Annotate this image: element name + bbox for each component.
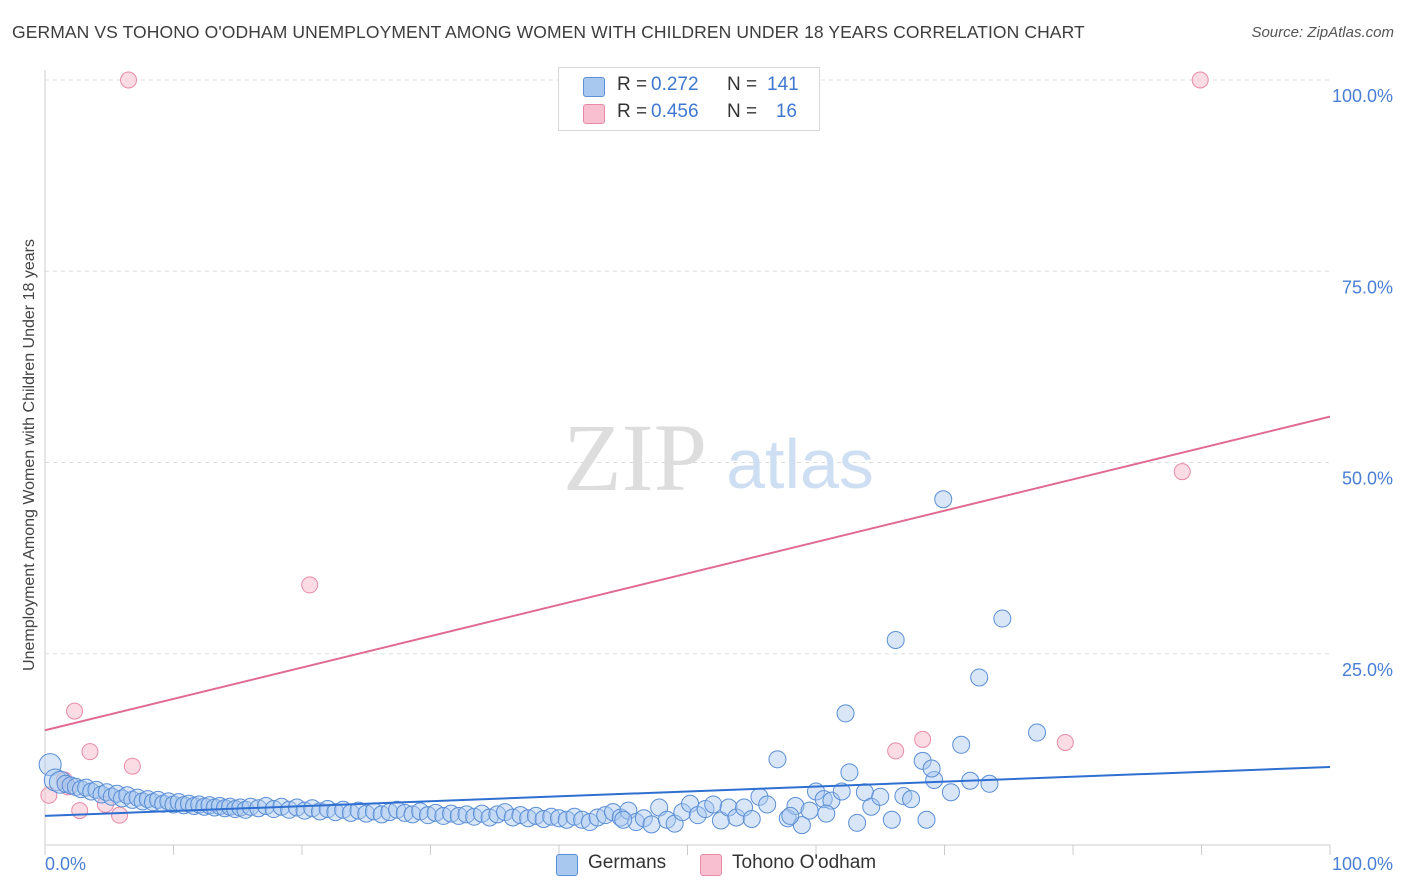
germans-legend-swatch bbox=[556, 854, 578, 876]
n-value-tohono: 16 bbox=[775, 101, 797, 122]
r-label: R = bbox=[617, 101, 648, 122]
tohono-point bbox=[81, 743, 99, 761]
germans-point bbox=[836, 704, 855, 723]
watermark-atlas: atlas bbox=[726, 425, 874, 503]
y-tick-label: 75.0% bbox=[1342, 277, 1393, 297]
germans-point bbox=[922, 759, 941, 778]
r-value-germans: 0.272 bbox=[651, 74, 699, 95]
germans-point bbox=[902, 790, 921, 809]
germans-point bbox=[800, 801, 819, 820]
x-tick-label: 100.0% bbox=[1332, 854, 1393, 874]
germans-point bbox=[48, 770, 72, 794]
tohono-point bbox=[887, 742, 905, 760]
germans-point bbox=[941, 783, 960, 802]
tohono-trend-line bbox=[44, 415, 1331, 732]
germans-point bbox=[871, 787, 890, 806]
germans-point bbox=[934, 490, 953, 509]
germans-point bbox=[742, 809, 761, 828]
germans-point bbox=[832, 782, 851, 801]
germans-point bbox=[542, 807, 561, 826]
germans-point bbox=[719, 798, 738, 817]
germans-point bbox=[786, 796, 805, 815]
germans-point bbox=[642, 815, 661, 834]
tohono-point bbox=[66, 702, 84, 720]
n-label: N = bbox=[727, 101, 758, 122]
y-tick-label: 25.0% bbox=[1342, 660, 1393, 680]
germans-points bbox=[38, 490, 1047, 835]
germans-point bbox=[241, 797, 260, 816]
tohono-point bbox=[111, 806, 129, 824]
germans-point bbox=[886, 630, 905, 649]
germans-trend-line bbox=[44, 765, 1331, 817]
germans-point bbox=[550, 809, 568, 828]
correlation-legend: R = 0.272 N = 141 R = 0.456 N = 16 bbox=[558, 67, 820, 131]
germans-point bbox=[727, 808, 746, 827]
tohono-point bbox=[914, 730, 932, 748]
ticks-layer: 25.0% 50.0% 75.0% 100.0% 0.0% 100.0% bbox=[45, 86, 1393, 874]
germans-point bbox=[1028, 723, 1047, 742]
germans-point bbox=[449, 806, 468, 825]
germans-point bbox=[882, 810, 901, 829]
germans-point bbox=[848, 813, 867, 832]
n-value-germans: 141 bbox=[767, 74, 799, 95]
germans-point bbox=[814, 790, 833, 809]
germans-point bbox=[614, 810, 633, 829]
tohono-swatch bbox=[583, 104, 605, 124]
germans-legend-label: Germans bbox=[588, 852, 667, 873]
germans-point bbox=[236, 800, 255, 819]
germans-point bbox=[913, 751, 932, 770]
trend-layer bbox=[44, 415, 1331, 817]
n-label: N = bbox=[727, 74, 758, 95]
tohono-legend-swatch bbox=[700, 854, 722, 876]
germans-point bbox=[395, 803, 414, 822]
germans-point bbox=[862, 797, 881, 816]
tohono-point bbox=[1191, 71, 1209, 89]
r-label: R = bbox=[617, 74, 648, 95]
watermark: ZIP atlas bbox=[563, 404, 874, 511]
germans-point bbox=[817, 804, 836, 823]
germans-point bbox=[980, 774, 999, 793]
tohono-point bbox=[40, 786, 58, 804]
tohono-legend-label: Tohono O'odham bbox=[732, 852, 877, 873]
y-tick-label: 50.0% bbox=[1342, 469, 1393, 489]
source-label: Source: ZipAtlas.com bbox=[1251, 24, 1394, 41]
tohono-point bbox=[1056, 733, 1074, 751]
germans-point bbox=[781, 806, 800, 825]
germans-swatch bbox=[583, 77, 605, 97]
y-tick-label: 100.0% bbox=[1332, 86, 1393, 106]
tohono-points bbox=[40, 71, 1209, 824]
germans-point bbox=[159, 792, 178, 811]
tohono-point bbox=[123, 757, 141, 775]
tohono-point bbox=[301, 576, 319, 594]
germans-point bbox=[38, 753, 62, 777]
germans-point bbox=[768, 750, 787, 769]
germans-point bbox=[993, 609, 1012, 628]
x-tick-label: 0.0% bbox=[45, 854, 86, 874]
tohono-point bbox=[71, 802, 89, 820]
germans-point bbox=[925, 770, 944, 789]
tohono-point bbox=[120, 71, 138, 89]
germans-point bbox=[840, 763, 859, 782]
germans-point bbox=[758, 795, 777, 814]
germans-point bbox=[704, 795, 723, 814]
watermark-zip: ZIP bbox=[563, 404, 707, 511]
tohono-point bbox=[1173, 463, 1191, 481]
germans-point bbox=[952, 735, 971, 754]
germans-point bbox=[970, 668, 989, 687]
chart-title: GERMAN VS TOHONO O'ODHAM UNEMPLOYMENT AM… bbox=[12, 22, 1085, 42]
germans-point bbox=[917, 810, 936, 829]
r-value-tohono: 0.456 bbox=[651, 101, 699, 122]
